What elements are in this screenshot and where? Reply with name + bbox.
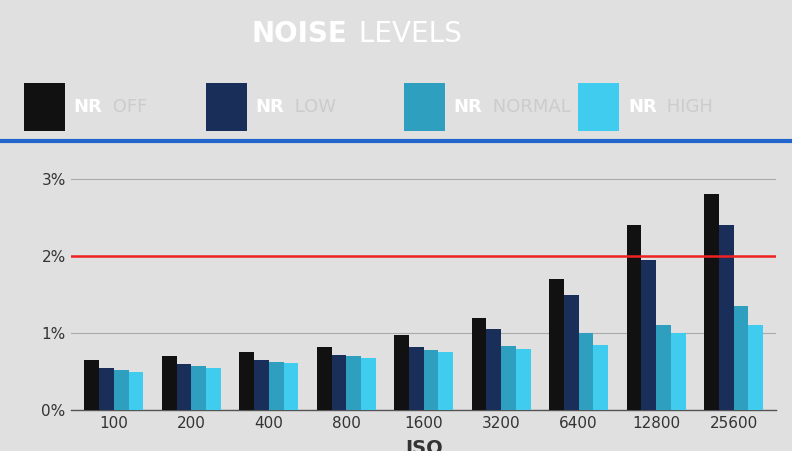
Bar bbox=[268, 362, 284, 410]
Bar bbox=[114, 370, 128, 410]
FancyBboxPatch shape bbox=[404, 83, 445, 131]
Text: NR: NR bbox=[628, 98, 657, 116]
Bar bbox=[239, 353, 254, 410]
Bar bbox=[626, 225, 642, 410]
Bar bbox=[516, 349, 531, 410]
Bar bbox=[424, 350, 439, 410]
Bar bbox=[733, 306, 748, 410]
FancyBboxPatch shape bbox=[24, 83, 65, 131]
Text: LEVELS: LEVELS bbox=[350, 19, 462, 47]
Bar bbox=[317, 347, 332, 410]
Text: NR: NR bbox=[74, 98, 102, 116]
Bar bbox=[748, 326, 763, 410]
FancyBboxPatch shape bbox=[578, 83, 619, 131]
Bar bbox=[704, 194, 719, 410]
Bar bbox=[99, 368, 114, 410]
Bar bbox=[346, 356, 361, 410]
Text: LOW: LOW bbox=[289, 98, 336, 116]
Bar bbox=[642, 260, 656, 410]
Bar bbox=[549, 279, 564, 410]
Bar bbox=[439, 353, 453, 410]
Bar bbox=[564, 295, 579, 410]
Bar bbox=[206, 368, 221, 410]
Bar bbox=[501, 346, 516, 410]
Bar bbox=[656, 326, 671, 410]
X-axis label: ISO: ISO bbox=[405, 439, 443, 451]
Bar bbox=[85, 360, 99, 410]
Bar bbox=[254, 360, 268, 410]
Bar bbox=[394, 335, 409, 410]
Bar bbox=[472, 318, 486, 410]
Bar bbox=[671, 333, 686, 410]
Bar bbox=[332, 355, 346, 410]
Bar bbox=[177, 364, 192, 410]
Bar bbox=[284, 363, 299, 410]
Text: NORMAL: NORMAL bbox=[487, 98, 571, 116]
Bar bbox=[579, 333, 593, 410]
Text: OFF: OFF bbox=[107, 98, 147, 116]
Text: NR: NR bbox=[454, 98, 482, 116]
Bar bbox=[593, 345, 608, 410]
Bar bbox=[162, 356, 177, 410]
Text: NR: NR bbox=[256, 98, 284, 116]
FancyBboxPatch shape bbox=[206, 83, 247, 131]
Text: HIGH: HIGH bbox=[661, 98, 713, 116]
Bar bbox=[409, 347, 424, 410]
Bar bbox=[128, 372, 143, 410]
Bar bbox=[486, 329, 501, 410]
Bar bbox=[192, 366, 206, 410]
Bar bbox=[361, 358, 375, 410]
Bar bbox=[719, 225, 733, 410]
Text: NOISE: NOISE bbox=[251, 19, 347, 47]
